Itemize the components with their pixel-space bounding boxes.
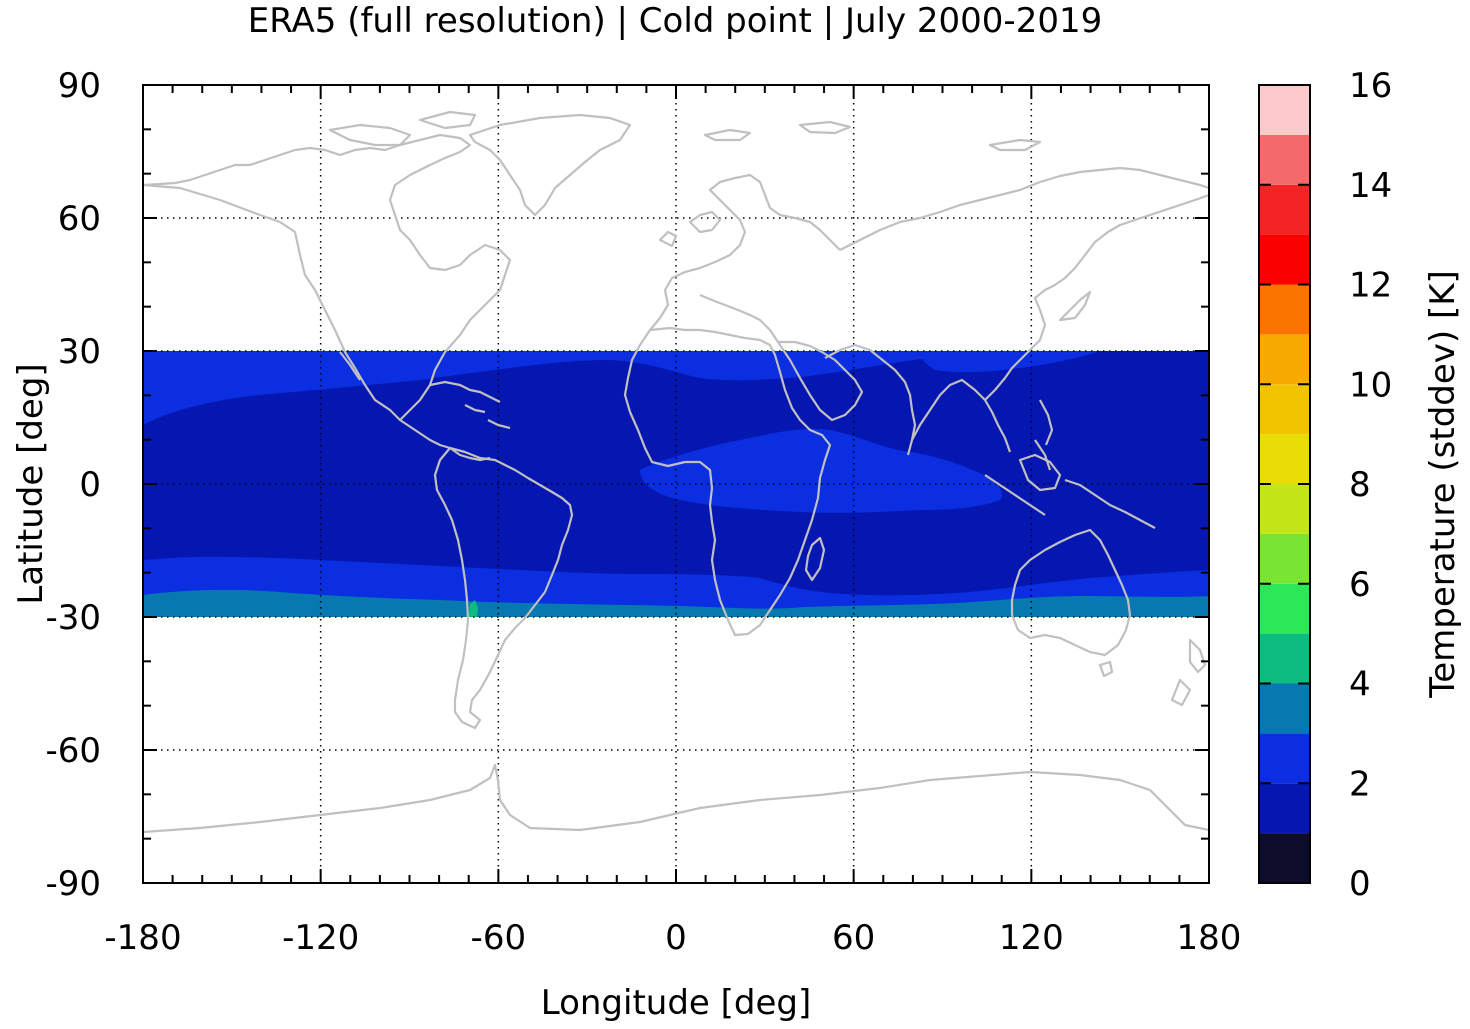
chart-title: ERA5 (full resolution) | Cold point | Ju… bbox=[248, 1, 1102, 41]
colorbar: 0 2 4 6 8 10 12 14 16 bbox=[1258, 66, 1392, 904]
y-tick-label: 0 bbox=[79, 465, 101, 505]
y-tick-label: -30 bbox=[45, 598, 101, 638]
coastline-arctic-islands bbox=[328, 110, 1042, 152]
colorbar-segment bbox=[1259, 583, 1310, 634]
x-tick-label: 60 bbox=[832, 918, 875, 958]
coastline-antarctica bbox=[143, 763, 1209, 834]
field-level-3-4-south bbox=[143, 589, 1209, 617]
colorbar-segment bbox=[1259, 384, 1310, 435]
coastline-europe bbox=[649, 173, 841, 343]
coastline-south-america bbox=[433, 446, 574, 730]
coastline-arabia bbox=[776, 340, 881, 422]
coastline-greenland bbox=[468, 113, 632, 217]
colorbar-label: Temperature (stddev) [K] bbox=[1423, 270, 1463, 699]
colorbar-segment bbox=[1259, 783, 1310, 834]
colorbar-segment bbox=[1259, 633, 1310, 684]
colorbar-segment bbox=[1259, 334, 1310, 385]
colorbar-segment bbox=[1259, 833, 1310, 883]
y-tick-label: 30 bbox=[58, 332, 101, 372]
coastline-new-zealand bbox=[1170, 638, 1207, 707]
colorbar-segment bbox=[1259, 733, 1310, 784]
x-tick-label: -180 bbox=[104, 918, 181, 958]
x-tick-label: 120 bbox=[999, 918, 1064, 958]
colorbar-tick-label: 0 bbox=[1349, 864, 1371, 904]
coastline-north-america bbox=[143, 133, 512, 450]
x-tick-label: 0 bbox=[665, 918, 687, 958]
colorbar-segment bbox=[1259, 284, 1310, 335]
colorbar-segment bbox=[1259, 134, 1310, 185]
y-axis-label: Latitude [deg] bbox=[11, 363, 51, 604]
coastlines bbox=[143, 110, 1209, 834]
colorbar-tick-label: 16 bbox=[1349, 66, 1392, 106]
colorbar-segment bbox=[1259, 184, 1310, 235]
y-tick-label: 60 bbox=[58, 199, 101, 239]
colorbar-tick-label: 14 bbox=[1349, 166, 1392, 206]
coastline-asia bbox=[839, 166, 1209, 456]
x-tick-label: -120 bbox=[282, 918, 359, 958]
colorbar-tick-label: 8 bbox=[1349, 465, 1371, 505]
coastline-australia bbox=[1010, 528, 1132, 678]
y-tick-label: 90 bbox=[58, 66, 101, 106]
coastline-maritime-continent bbox=[984, 399, 1156, 529]
y-axis: 90 60 30 0 -30 -60 -90 bbox=[45, 66, 1209, 904]
colorbar-tick-label: 12 bbox=[1349, 266, 1392, 306]
colorbar-segment bbox=[1259, 85, 1310, 135]
colorbar-tick-label: 10 bbox=[1349, 365, 1392, 405]
y-tick-label: -90 bbox=[45, 864, 101, 904]
plot-area bbox=[143, 85, 1209, 883]
x-axis: -180 -120 -60 0 60 120 180 bbox=[104, 85, 1241, 958]
colorbar-tick-label: 4 bbox=[1349, 665, 1371, 705]
x-tick-label: 180 bbox=[1177, 918, 1242, 958]
colorbar-tick-label: 6 bbox=[1349, 565, 1371, 605]
x-axis-label: Longitude [deg] bbox=[541, 983, 812, 1023]
y-tick-label: -60 bbox=[45, 731, 101, 771]
colorbar-segment bbox=[1259, 434, 1310, 484]
colorbar-segment bbox=[1259, 533, 1310, 584]
coastline-central-america bbox=[429, 380, 511, 462]
colorbar-segment bbox=[1259, 484, 1310, 534]
field-level-4-5 bbox=[468, 600, 478, 617]
colorbar-tick-label: 2 bbox=[1349, 764, 1371, 804]
x-tick-label: -60 bbox=[471, 918, 527, 958]
field-level-2-3-north-asia bbox=[920, 351, 1100, 373]
coastline-africa bbox=[623, 326, 832, 637]
colorbar-segment bbox=[1259, 234, 1310, 285]
colorbar-segment bbox=[1259, 683, 1310, 734]
